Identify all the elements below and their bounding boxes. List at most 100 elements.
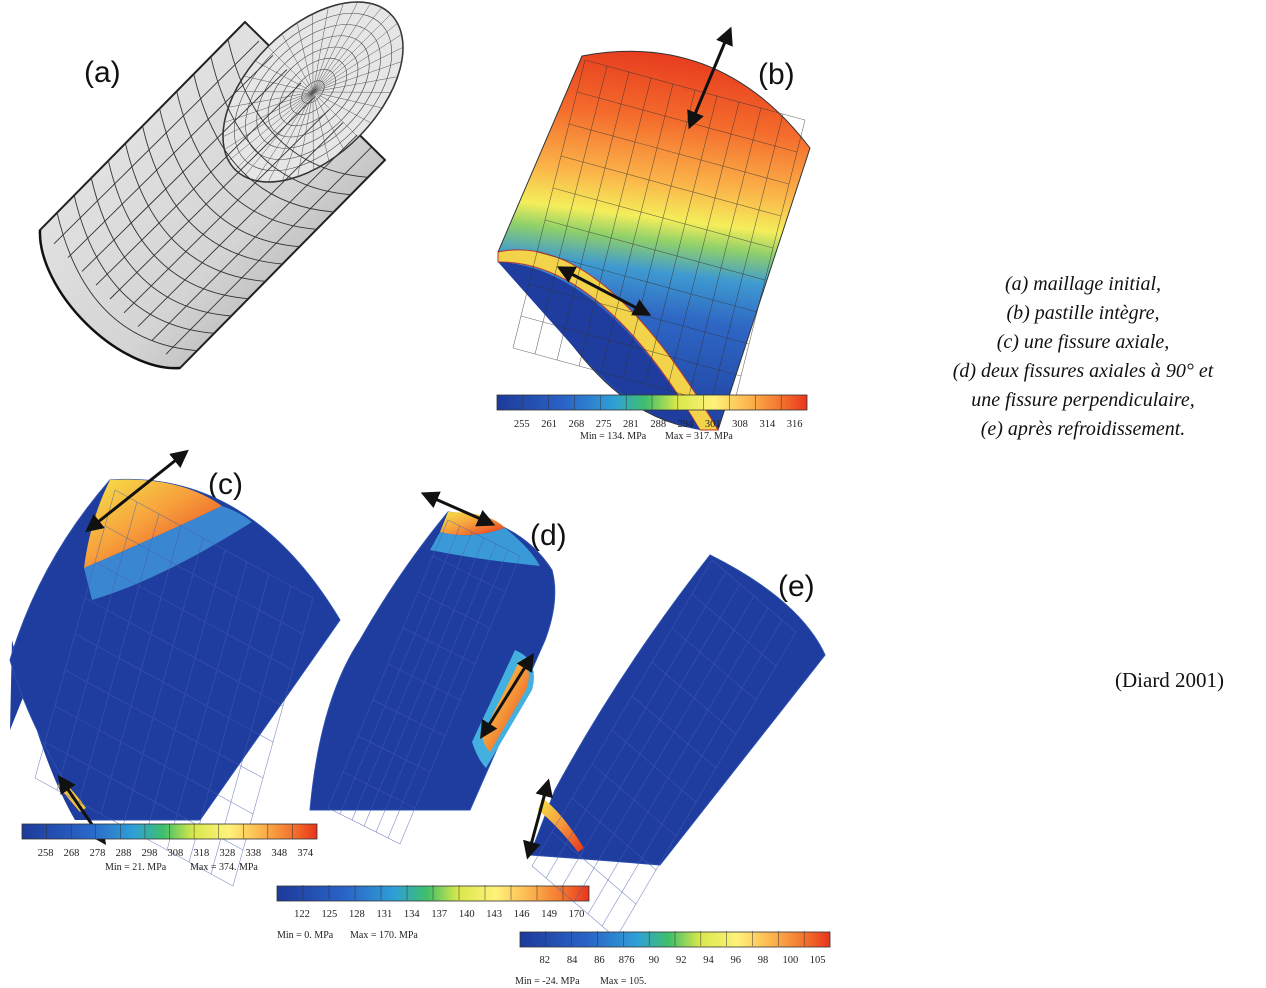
cap-spoke <box>312 7 329 93</box>
colorbar-c-tick: 328 <box>219 848 235 859</box>
panel-a: (a) <box>38 1 404 370</box>
colorbar-e-tick: 98 <box>758 955 769 966</box>
colorbar-d-tick: 131 <box>376 909 392 920</box>
colorbar-c-ticks: 258 268 278 288 298 308 318 328 338 348 374 <box>38 824 314 859</box>
colorbar-c-tick: 348 <box>271 848 287 859</box>
mesh-line <box>402 627 476 665</box>
mesh-line <box>531 865 617 939</box>
colorbar-e-tick: 94 <box>703 955 714 966</box>
colorbar-e-tick: 84 <box>567 955 578 966</box>
cap-spoke <box>312 23 398 93</box>
cap-spoke <box>312 91 383 109</box>
cap-spoke <box>312 3 344 93</box>
mesh-line <box>622 89 696 379</box>
mesh-line <box>387 663 461 701</box>
mesh-line <box>568 123 790 185</box>
body-axial-line <box>95 82 302 286</box>
mesh-line <box>651 661 737 735</box>
cap-spoke <box>297 91 314 177</box>
colorbar-d-tick: 149 <box>541 909 557 920</box>
caption-line: (a) maillage initial, <box>1004 273 1162 295</box>
cap-spoke <box>282 91 314 181</box>
source-citation: (Diard 2001) <box>1115 668 1225 692</box>
colorbar-d-tick: 125 <box>322 909 338 920</box>
mesh-line <box>327 807 401 845</box>
colorbar-e-tick: 82 <box>540 955 551 966</box>
cap-spoke <box>228 91 314 108</box>
colorbar-b-ticks: 255 261 268 275 281 288 294 301 308 314 316 <box>514 395 803 430</box>
body-ring-line <box>227 39 368 178</box>
cap-spoke <box>312 91 372 124</box>
pellet-c-stress-map <box>9 478 341 887</box>
body-ring-line <box>210 56 351 196</box>
colorbar-e-max: Max = 105. <box>600 976 646 987</box>
colorbar-d-tick: 143 <box>486 909 502 920</box>
pellet-b-stress-map <box>497 50 811 431</box>
panel-c-label: (c) <box>208 468 243 501</box>
cap-spoke <box>312 61 402 93</box>
colorbar-b-tick: 301 <box>705 419 721 430</box>
body-axial-line <box>123 109 330 314</box>
body-mesh-lines <box>53 39 372 355</box>
mesh-line <box>512 59 586 349</box>
mesh-line <box>342 771 416 809</box>
panel-d-label: (d) <box>530 519 567 552</box>
colorbar-c-tick: 308 <box>168 848 184 859</box>
mesh-line <box>710 113 784 403</box>
colorbar-c-tick: 288 <box>116 848 132 859</box>
body-axial-line <box>151 134 358 341</box>
mesh-line <box>688 107 762 397</box>
colorbar-e-tick: 90 <box>649 955 660 966</box>
mesh-line <box>591 763 677 837</box>
pellet-e-stress-map <box>529 554 826 939</box>
colorbar-b-tick: 316 <box>787 419 803 430</box>
colorbar-c-min: Min = 21. MPa <box>105 862 167 873</box>
colorbar-d-tick: 146 <box>514 909 530 920</box>
mesh-line <box>711 559 797 633</box>
colorbar-b-max: Max = 317. MPa <box>665 431 733 442</box>
panel-c: (c) 258 268 278 288 298 308 318 328 338 348 374 Mi… <box>9 449 341 887</box>
colorbar-c: 258 268 278 288 298 308 318 328 338 348 374 Min = … <box>21 823 318 873</box>
colorbar-d: 122 125 128 131 134 137 140 143 146 149 170 Min = … <box>276 885 590 941</box>
mesh-line <box>611 729 697 803</box>
colorbar-e-tick: 105 <box>810 955 826 966</box>
mesh-line <box>587 607 769 915</box>
colorbar-d-ticks: 122 125 128 131 134 137 140 143 146 149 170 <box>294 885 584 920</box>
colorbar-c-tick: 318 <box>193 848 209 859</box>
colorbar-d-max: Max = 170. MPa <box>350 930 418 941</box>
cap-spoke <box>312 91 359 138</box>
mesh-line <box>357 735 431 773</box>
cap-spoke <box>222 91 314 137</box>
mesh-line <box>94 561 294 671</box>
mesh-line <box>84 597 284 707</box>
mesh-line <box>104 525 304 635</box>
mesh-line <box>559 583 741 891</box>
cap-spoke <box>312 14 391 93</box>
mesh-line <box>600 83 674 373</box>
mesh-line <box>417 591 491 629</box>
panel-b: (b) 255 261 268 275 281 288 294 301 308 314 316 Mi… <box>496 26 811 442</box>
colorbar-b: 255 261 268 275 281 288 294 301 308 314 316 Min = … <box>496 394 808 442</box>
cap-spoke <box>312 1 358 93</box>
arrow-d-top <box>420 491 496 527</box>
panel-e-label: (e) <box>778 570 815 603</box>
colorbar-b-tick: 261 <box>541 419 557 430</box>
mesh-line <box>578 77 652 367</box>
caption-line: une fissure perpendiculaire, <box>971 389 1195 411</box>
panel-d: (d) 122 125 128 131 134 137 140 143 146 149 170 Mi… <box>276 491 590 941</box>
colorbar-b-tick: 314 <box>759 419 776 430</box>
cap-mesh-rings <box>222 1 404 183</box>
mesh-line <box>432 555 506 593</box>
cap-spoke <box>312 76 398 93</box>
body-axial-line <box>165 147 372 355</box>
colorbar-e-ticks: 82 84 86 876 90 92 94 96 98 100 105 <box>540 931 826 966</box>
arrow-b-top <box>687 26 733 130</box>
cap-spoke <box>312 7 382 93</box>
mesh-line <box>601 619 783 927</box>
colorbar-e-tick: 86 <box>594 955 605 966</box>
cap-spoke <box>312 91 345 151</box>
cap-spoke <box>228 91 314 161</box>
colorbar-b-tick: 281 <box>623 419 639 430</box>
body-axial-line <box>109 96 316 300</box>
cap-spoke <box>312 3 371 93</box>
